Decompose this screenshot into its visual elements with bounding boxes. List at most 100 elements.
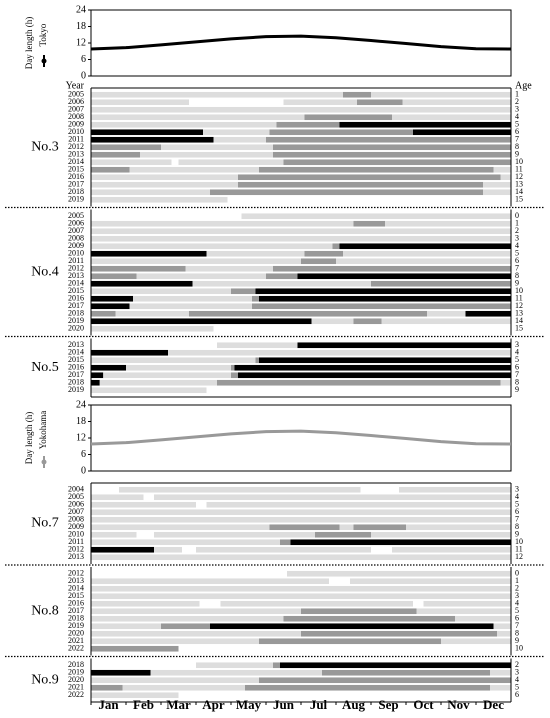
age-label: 4	[515, 112, 519, 121]
activity-bar	[217, 342, 298, 349]
activity-bar	[301, 608, 417, 615]
activity-bar	[91, 509, 511, 516]
activity-bar	[304, 114, 392, 121]
activity-bar	[311, 318, 354, 325]
activity-bar	[91, 692, 179, 699]
year-label: 2014	[68, 584, 84, 593]
activity-bar	[91, 258, 301, 265]
activity-bar	[136, 273, 266, 280]
age-label: 12	[515, 552, 523, 561]
activity-bar	[336, 258, 511, 265]
age-label: 7	[515, 370, 519, 379]
year-label: 2022	[68, 644, 84, 653]
activity-bar	[91, 273, 137, 280]
activity-bar	[465, 310, 511, 317]
activity-bar	[220, 600, 413, 607]
activity-bar	[91, 318, 312, 325]
activity-bar	[497, 630, 511, 637]
year-label: 2007	[68, 105, 84, 114]
year-label: 2006	[68, 97, 84, 106]
year-label: 2019	[68, 385, 84, 394]
year-label: 2019	[68, 195, 84, 204]
activity-bar	[455, 615, 511, 622]
y-tick-label: 6	[81, 449, 86, 460]
year-label: 2022	[68, 690, 84, 699]
age-label: 9	[515, 530, 519, 539]
activity-bar	[259, 295, 511, 302]
activity-bar	[91, 303, 130, 310]
activity-bar	[493, 623, 511, 630]
age-label: 5	[515, 683, 519, 692]
activity-bar	[259, 357, 511, 364]
year-label: 2019	[68, 316, 84, 325]
activity-bar	[343, 250, 511, 257]
y-tick-label: 18	[76, 21, 86, 32]
year-label: 2013	[68, 150, 84, 159]
activity-bar	[91, 516, 511, 523]
activity-bar	[371, 280, 511, 287]
activity-bar	[500, 379, 511, 386]
activity-bar	[269, 524, 340, 531]
activity-bar	[206, 250, 305, 257]
activity-bar	[91, 310, 116, 317]
age-label: 8	[515, 522, 519, 531]
year-label: 2017	[68, 180, 84, 189]
year-label: 2015	[68, 286, 84, 295]
activity-bar	[91, 357, 256, 364]
activity-bar	[231, 364, 235, 371]
y-tick-label: 18	[76, 416, 86, 427]
age-label: 5	[515, 500, 519, 509]
month-label: Aug	[342, 697, 366, 712]
age-label: 0	[515, 569, 519, 578]
year-label: 2013	[68, 576, 84, 585]
activity-bar	[231, 372, 238, 379]
age-label: 1	[515, 219, 519, 228]
activity-bar	[91, 144, 161, 151]
age-label: 11	[515, 294, 523, 303]
day-length-line	[90, 429, 512, 446]
age-label: 9	[515, 150, 519, 159]
activity-bar	[259, 677, 511, 684]
year-label: 2016	[68, 363, 84, 372]
activity-bar	[273, 151, 511, 158]
year-label: 2009	[68, 120, 84, 129]
activity-bar	[91, 546, 154, 553]
year-label: 2005	[68, 211, 84, 220]
activity-bar	[399, 486, 511, 493]
activity-bar	[353, 318, 382, 325]
activity-bar	[280, 662, 511, 669]
individual-label: No.4	[31, 265, 59, 280]
age-label: 12	[515, 301, 523, 310]
age-label: 8	[515, 142, 519, 151]
activity-bar	[91, 585, 511, 592]
year-label: 2016	[68, 294, 84, 303]
activity-bar	[371, 531, 511, 538]
activity-bar	[416, 608, 511, 615]
activity-bar	[161, 144, 273, 151]
year-label: 2004	[68, 485, 84, 494]
activity-bar	[490, 684, 511, 691]
activity-bar	[343, 91, 371, 98]
age-label: 3	[515, 668, 519, 677]
year-label: 2009	[68, 522, 84, 531]
age-label: 9	[515, 385, 519, 394]
age-label: 0	[515, 211, 519, 220]
activity-bar	[154, 531, 315, 538]
activity-bar	[490, 669, 511, 676]
month-label: May	[236, 697, 262, 712]
activity-bar	[91, 578, 329, 585]
activity-bar	[413, 129, 511, 136]
activity-bar	[161, 623, 210, 630]
activity-bar	[290, 539, 511, 546]
age-header: Age	[515, 80, 532, 91]
activity-bar	[91, 265, 186, 272]
activity-bar	[423, 600, 511, 607]
age-label: 7	[515, 515, 519, 524]
age-label: 15	[515, 195, 523, 204]
activity-bar	[154, 546, 182, 553]
month-label: Jul	[310, 697, 328, 712]
activity-bar	[91, 166, 130, 173]
activity-bar	[91, 196, 228, 203]
age-label: 2	[515, 660, 519, 669]
month-label: Feb	[133, 697, 154, 712]
